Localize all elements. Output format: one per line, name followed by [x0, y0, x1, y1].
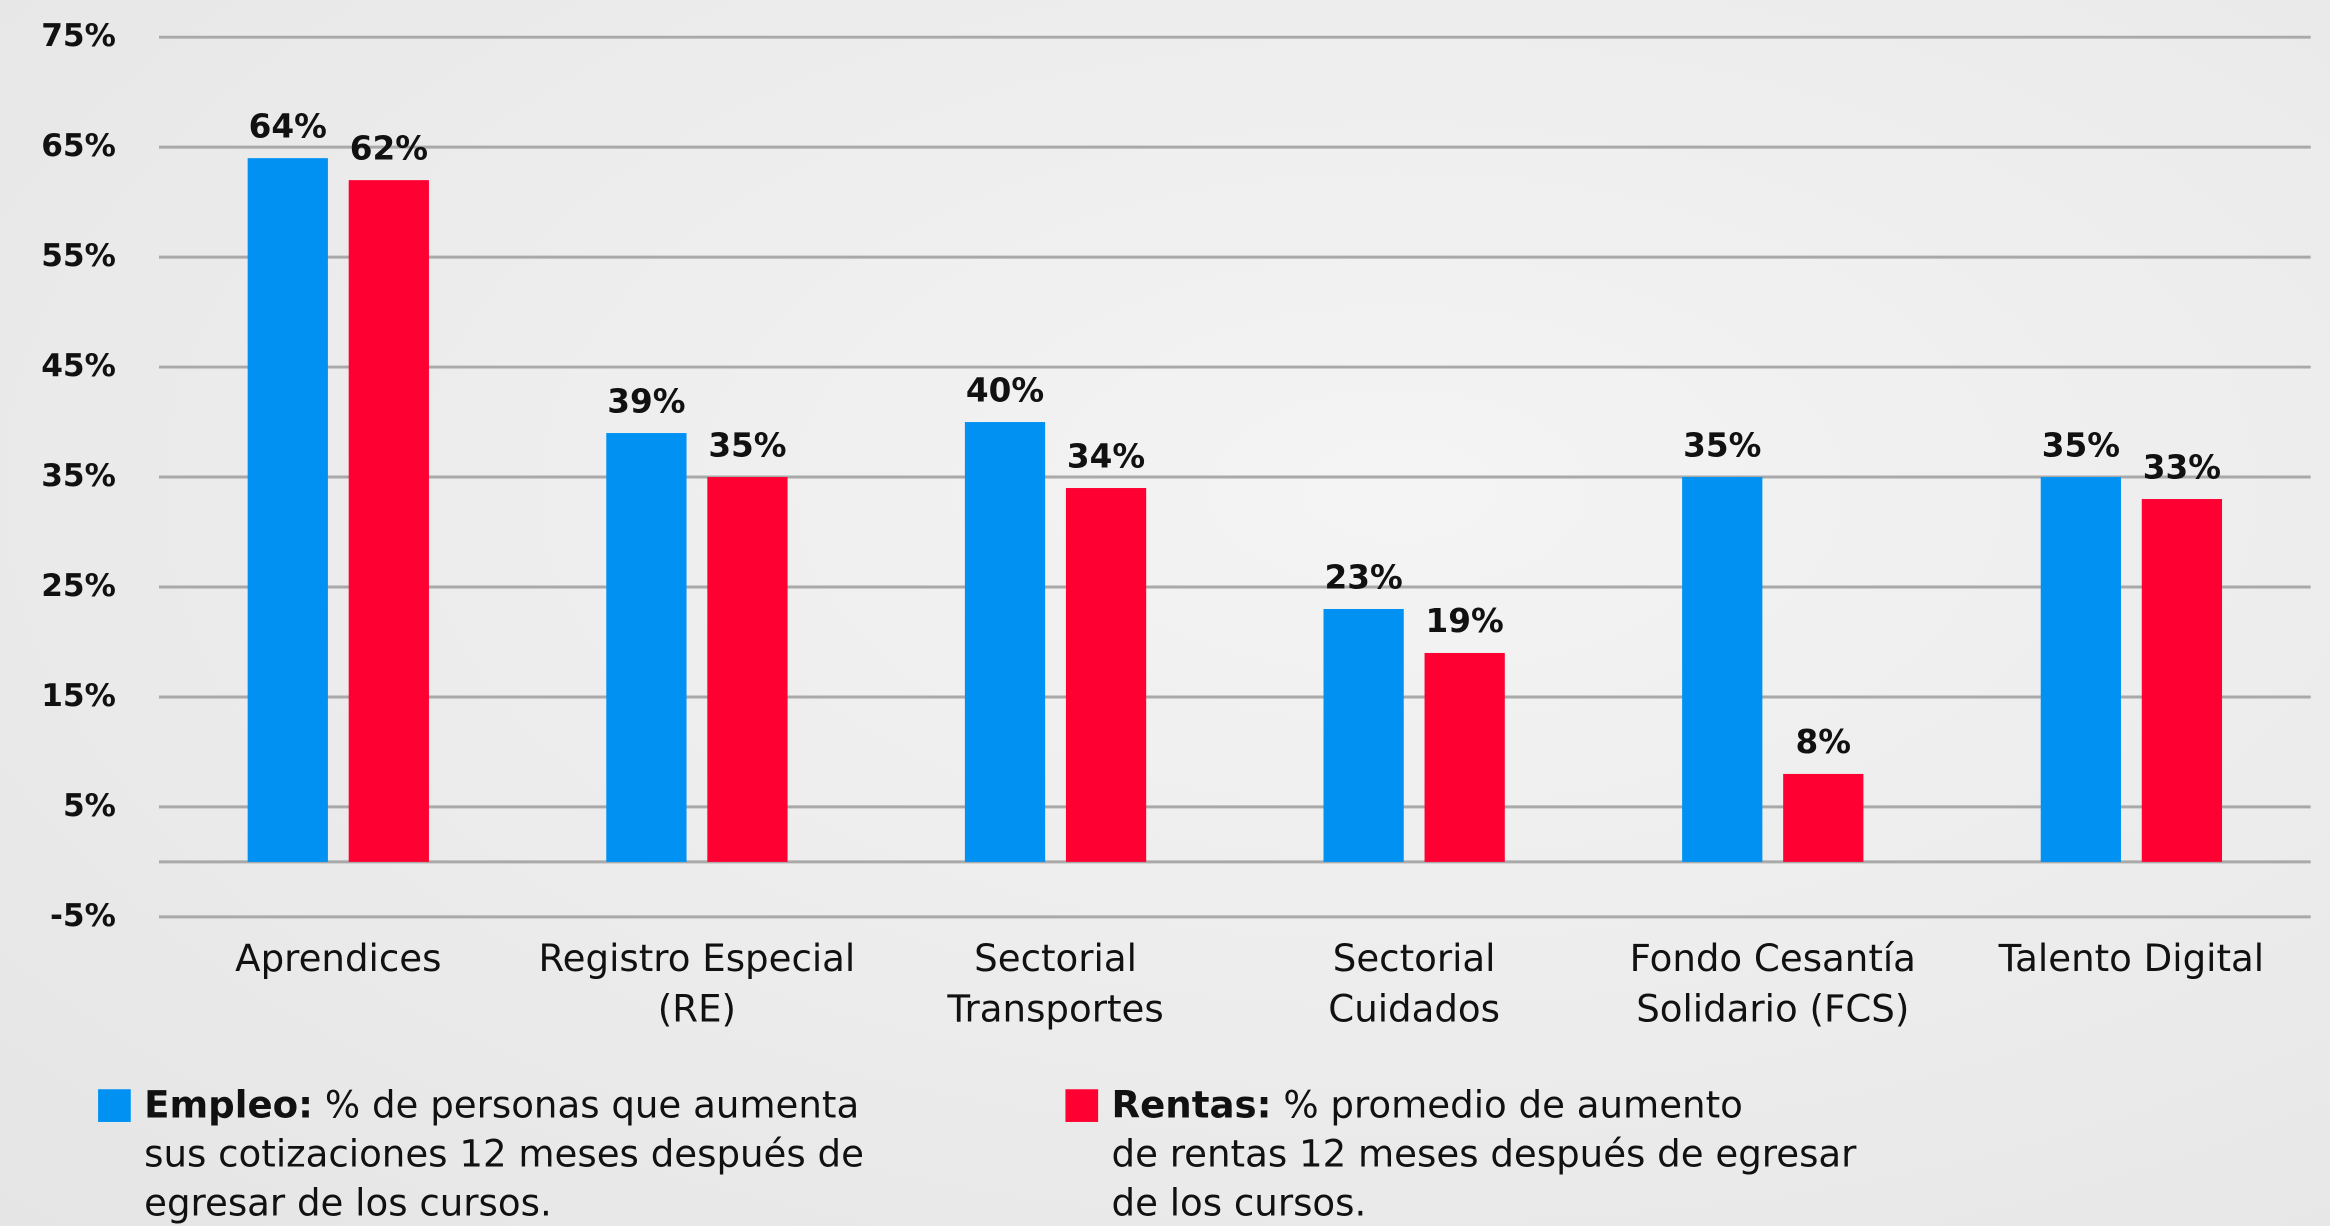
y-tick-label: -5%	[50, 898, 116, 934]
legend-description: egresar de los cursos.	[144, 1182, 552, 1225]
x-tick-label: Aprendices	[235, 936, 441, 979]
bar	[1323, 608, 1404, 862]
y-tick-label: 35%	[41, 458, 116, 494]
value-label: 33%	[2143, 448, 2221, 486]
value-label: 64%	[249, 107, 327, 145]
bar	[2141, 499, 2223, 862]
x-tick-label: Fondo Cesantía Solidario (FCS)	[1630, 936, 1916, 1030]
legend-description: % promedio de aumento	[1283, 1084, 1742, 1127]
y-tick-label: 15%	[41, 678, 116, 714]
bar	[348, 180, 429, 862]
bar	[2040, 477, 2121, 862]
x-tick-label: Registro Especial (RE)	[539, 936, 856, 1030]
bar	[707, 477, 788, 862]
bar	[1424, 652, 1505, 862]
value-label: 23%	[1324, 558, 1402, 596]
value-label: 19%	[1426, 602, 1504, 640]
bar	[606, 433, 687, 862]
value-label: 39%	[607, 382, 685, 420]
value-label: 35%	[1683, 426, 1761, 464]
bar	[964, 422, 1046, 862]
y-tick-label: 65%	[41, 128, 116, 164]
bar	[1065, 488, 1147, 862]
y-tick-label: 45%	[41, 348, 116, 384]
x-tick-label: Sectorial Transportes	[946, 936, 1163, 1030]
legend-description: sus cotizaciones 12 meses después de	[144, 1133, 864, 1176]
value-label: 34%	[1067, 437, 1145, 475]
bar	[247, 158, 328, 862]
legend-swatch	[1065, 1089, 1099, 1122]
value-label: 35%	[708, 426, 786, 464]
legend-swatch	[98, 1089, 131, 1122]
value-label: 8%	[1796, 723, 1852, 761]
bar	[1783, 773, 1864, 862]
x-tick-label: Talento Digital	[1998, 936, 2264, 979]
legend-name: Empleo:	[144, 1084, 313, 1127]
legend-description: de los cursos.	[1112, 1182, 1367, 1225]
legend-description: de rentas 12 meses después de egresar	[1112, 1133, 1858, 1176]
y-tick-label: 55%	[41, 238, 116, 274]
value-label: 35%	[2042, 426, 2120, 464]
value-label: 62%	[350, 129, 428, 167]
legend-name: Rentas:	[1112, 1084, 1272, 1127]
legend-description: % de personas que aumenta	[325, 1084, 859, 1127]
y-tick-label: 75%	[41, 18, 116, 54]
y-tick-label: 25%	[41, 568, 116, 604]
value-label: 40%	[966, 371, 1044, 409]
x-tick-label: Sectorial Cuidados	[1328, 936, 1500, 1030]
y-tick-label: 5%	[63, 788, 116, 824]
bar	[1682, 477, 1763, 862]
